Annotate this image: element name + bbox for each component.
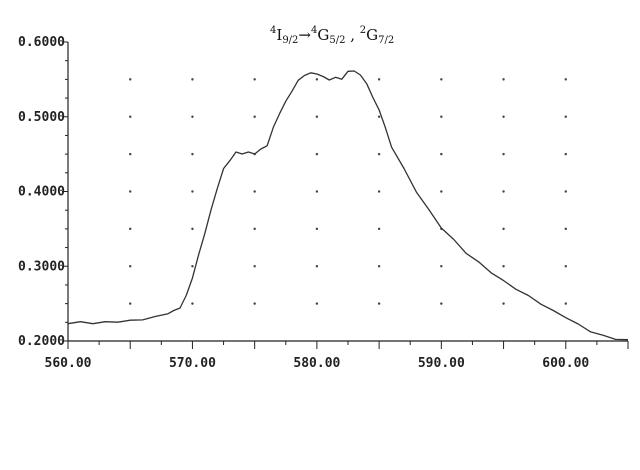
grid-dot (191, 227, 194, 231)
axes (62, 41, 629, 349)
title-base-1: I (276, 26, 282, 44)
title-sub-3: 7/2 (378, 35, 394, 46)
grid-dot (191, 115, 194, 118)
grid-dot (315, 152, 319, 156)
grid-dot (564, 152, 567, 156)
x-tick-label: 560.00 (45, 356, 92, 371)
title-sup-1: 4 (270, 25, 276, 36)
grid-dot (440, 152, 443, 156)
title-sub-2: 5/2 (329, 35, 345, 46)
y-tick-label: 0.3000 (18, 259, 65, 274)
x-tick-label: 570.00 (169, 356, 216, 371)
grid-dots (129, 78, 567, 305)
x-tick-label: 590.00 (418, 356, 465, 371)
title-sub-1: 9/2 (282, 35, 298, 46)
y-tick-label: 0.2000 (18, 334, 65, 349)
grid-dot (315, 78, 319, 81)
grid-dot (502, 115, 505, 118)
y-tick-label: 0.6000 (18, 35, 65, 50)
grid-dot (191, 152, 194, 156)
title-sup-3: 2 (360, 25, 366, 36)
chart-title: 4I9/2→4G5/2 , 2G7/2 (270, 25, 394, 46)
grid-dot (315, 190, 319, 193)
grid-dot (191, 265, 194, 268)
grid-dot (502, 190, 505, 193)
grid-dot (502, 302, 505, 305)
title-separator: , (345, 26, 359, 44)
grid-dot (253, 115, 256, 118)
grid-dot (564, 265, 567, 268)
grid-dot (377, 302, 381, 305)
tick-labels: 0.2000 0.3000 0.4000 0.5000 0.6000 560.00 570.… (18, 35, 589, 371)
grid-dot (129, 190, 132, 193)
grid-dot (502, 265, 505, 268)
grid-dot (129, 115, 132, 118)
grid-dot (129, 227, 132, 231)
grid-dot (440, 78, 443, 81)
grid-dot (564, 115, 567, 118)
grid-dot (377, 265, 381, 268)
grid-dot (440, 115, 443, 118)
grid-dot (377, 152, 381, 156)
grid-dot (377, 78, 381, 81)
grid-dot (377, 115, 381, 118)
grid-dot (191, 190, 194, 193)
grid-dot (377, 227, 381, 231)
grid-dot (129, 302, 132, 305)
grid-dot (377, 190, 381, 193)
grid-dot (253, 302, 256, 305)
x-tick-label: 580.00 (293, 356, 340, 371)
grid-dot (564, 78, 567, 81)
grid-dot (129, 152, 132, 156)
grid-dot (502, 78, 505, 81)
grid-dot (440, 265, 443, 268)
grid-dot (502, 152, 505, 156)
grid-dot (191, 78, 194, 81)
grid-dot (129, 265, 132, 268)
title-base-2: G (317, 26, 329, 44)
y-tick-label: 0.5000 (18, 110, 65, 125)
title-sup-2: 4 (311, 25, 317, 36)
grid-dot (502, 227, 505, 231)
grid-dot (564, 227, 567, 231)
series-line (67, 70, 629, 341)
grid-dot (253, 265, 256, 268)
grid-dot (564, 190, 567, 193)
grid-dot (129, 78, 132, 81)
grid-dot (253, 78, 256, 81)
x-tick-label: 600.00 (542, 356, 589, 371)
title-base-3: G (366, 26, 378, 44)
grid-dot (564, 302, 567, 305)
grid-dot (315, 302, 319, 305)
y-tick-label: 0.4000 (18, 185, 65, 200)
grid-dot (315, 265, 319, 268)
grid-dot (315, 227, 319, 231)
grid-dot (253, 227, 256, 231)
grid-dot (191, 302, 194, 305)
title-arrow: → (298, 26, 311, 44)
grid-dot (440, 190, 443, 193)
grid-dot (253, 190, 256, 193)
grid-dot (315, 115, 319, 118)
grid-dot (440, 302, 443, 305)
